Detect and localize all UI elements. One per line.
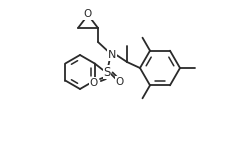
Text: O: O: [90, 78, 98, 88]
Text: O: O: [84, 9, 92, 19]
Text: O: O: [116, 77, 124, 87]
Text: N: N: [108, 50, 116, 60]
Text: S: S: [103, 66, 111, 79]
